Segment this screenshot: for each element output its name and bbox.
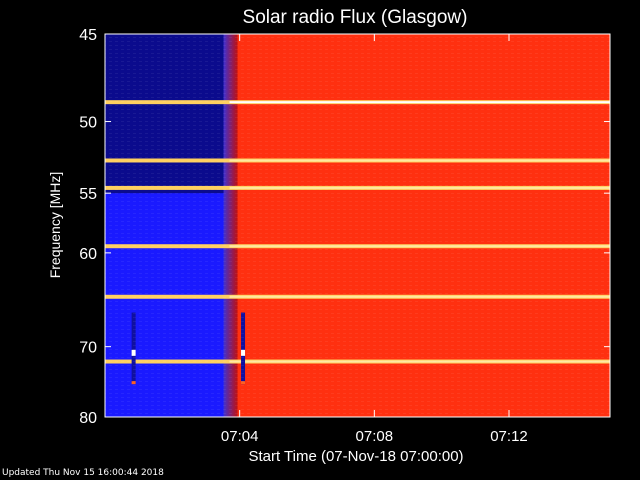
y-tick-label: 80 — [79, 410, 97, 427]
x-axis-label: Start Time (07-Nov-18 07:00:00) — [248, 448, 463, 465]
x-tick-label: 07:04 — [221, 428, 259, 445]
y-tick-label: 50 — [79, 115, 97, 132]
plot-texture — [105, 34, 610, 417]
plot-frame — [104, 33, 611, 418]
plot-area — [104, 33, 611, 418]
x-axis: 07:04 07:08 07:12 — [221, 34, 528, 445]
y-tick-label: 55 — [79, 186, 97, 203]
y-tick-label: 60 — [79, 246, 97, 263]
y-tick-label: 70 — [79, 340, 97, 357]
x-tick-label: 07:08 — [356, 428, 394, 445]
y-axis: 45 50 55 60 70 80 — [79, 27, 610, 427]
chart-title: Solar radio Flux (Glasgow) — [243, 7, 468, 28]
x-tick-label: 07:12 — [490, 428, 528, 445]
y-axis-label: Frequency [MHz] — [47, 172, 63, 279]
updated-timestamp: Updated Thu Nov 15 16:00:44 2018 — [2, 468, 164, 478]
y-tick-label: 45 — [79, 27, 97, 44]
